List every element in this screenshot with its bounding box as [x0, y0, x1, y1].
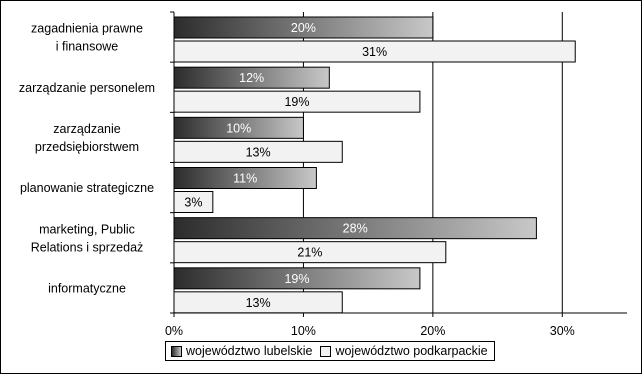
category-label: zarządzanie przedsiębiorstwem — [35, 122, 139, 154]
category-label: planowanie strategiczne — [20, 181, 154, 195]
x-tick-label: 30% — [550, 324, 575, 338]
value-label-podkarpackie: 31% — [362, 45, 387, 59]
legend-swatch-podkarpackie — [320, 345, 332, 357]
tick-labels: 0% 10% 20% 30% — [165, 324, 575, 338]
value-label-lubelskie: 20% — [291, 21, 316, 35]
value-label-podkarpackie: 13% — [246, 145, 271, 159]
value-label-podkarpackie: 3% — [184, 196, 202, 210]
value-label-lubelskie: 10% — [226, 121, 251, 135]
category-label: zagadnienia prawne i finansowe — [31, 22, 143, 54]
value-label-lubelskie: 28% — [343, 222, 368, 236]
legend-label-podkarpackie: województwo podkarpackie — [335, 344, 488, 358]
legend: województwo lubelskie województwo podkar… — [165, 341, 495, 361]
value-label-podkarpackie: 19% — [284, 95, 309, 109]
x-tick-label: 10% — [291, 324, 316, 338]
value-label-lubelskie: 19% — [284, 272, 309, 286]
x-tick-label: 0% — [165, 324, 183, 338]
legend-swatch-lubelskie — [171, 345, 182, 357]
category-label: informatyczne — [48, 281, 126, 295]
value-label-lubelskie: 11% — [233, 172, 257, 186]
value-label-podkarpackie: 21% — [297, 246, 322, 260]
value-label-podkarpackie: 13% — [246, 296, 271, 310]
axes — [170, 11, 627, 317]
category-label: zarządzanie personelem — [19, 81, 155, 95]
legend-label-lubelskie: województwo lubelskie — [186, 344, 313, 358]
value-label-lubelskie: 12% — [239, 71, 264, 85]
x-tick-label: 20% — [420, 324, 445, 338]
legend-item-podkarpackie: województwo podkarpackie — [320, 344, 488, 358]
bars: 20% 31% 12% 19% 10% 13% 11% 3% 28% 21% 19% 13% — [173, 16, 576, 314]
legend-item-lubelskie: województwo lubelskie — [171, 344, 312, 358]
category-label: marketing, Public Relations i sprzedaż — [31, 222, 144, 254]
category-labels: zagadnienia prawne i finansowe zarządzanie… — [19, 22, 155, 296]
